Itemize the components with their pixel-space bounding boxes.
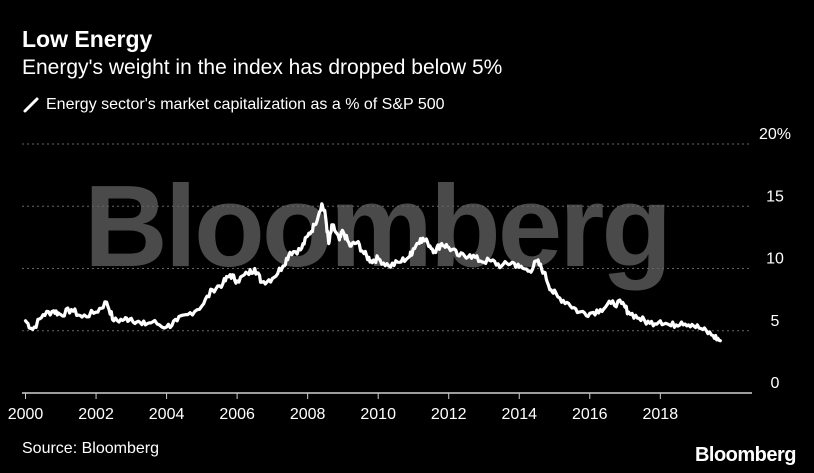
legend: Energy sector's market capitalization as… xyxy=(22,96,445,114)
source-note: Source: Bloomberg xyxy=(22,440,159,457)
watermark: Bloomberg xyxy=(84,161,672,291)
x-tick-label: 2006 xyxy=(219,406,255,423)
x-tick-label: 2008 xyxy=(290,406,326,423)
chart-title: Low Energy xyxy=(22,26,153,52)
chart-subtitle: Energy's weight in the index has dropped… xyxy=(22,56,503,79)
x-tick-label: 2000 xyxy=(8,406,44,423)
x-tick-label: 2014 xyxy=(501,406,537,423)
x-tick-label: 2018 xyxy=(643,406,679,423)
x-tick-label: 2010 xyxy=(360,406,396,423)
legend-line-icon xyxy=(23,97,39,113)
x-tick-label: 2016 xyxy=(572,406,608,423)
series-line-energy-weight xyxy=(23,202,722,343)
y-tick-label: 15 xyxy=(766,188,784,205)
x-tick-label: 2004 xyxy=(149,406,185,423)
x-tick-label: 2012 xyxy=(431,406,467,423)
y-tick-label: 5 xyxy=(771,313,780,330)
y-tick-label: 0 xyxy=(771,375,780,392)
y-tick-label: 10 xyxy=(766,251,784,268)
bloomberg-logo: Bloomberg xyxy=(694,444,797,466)
legend-label: Energy sector's market capitalization as… xyxy=(46,96,445,113)
y-tick-label: 20% xyxy=(759,126,791,143)
x-tick-label: 2002 xyxy=(78,406,114,423)
